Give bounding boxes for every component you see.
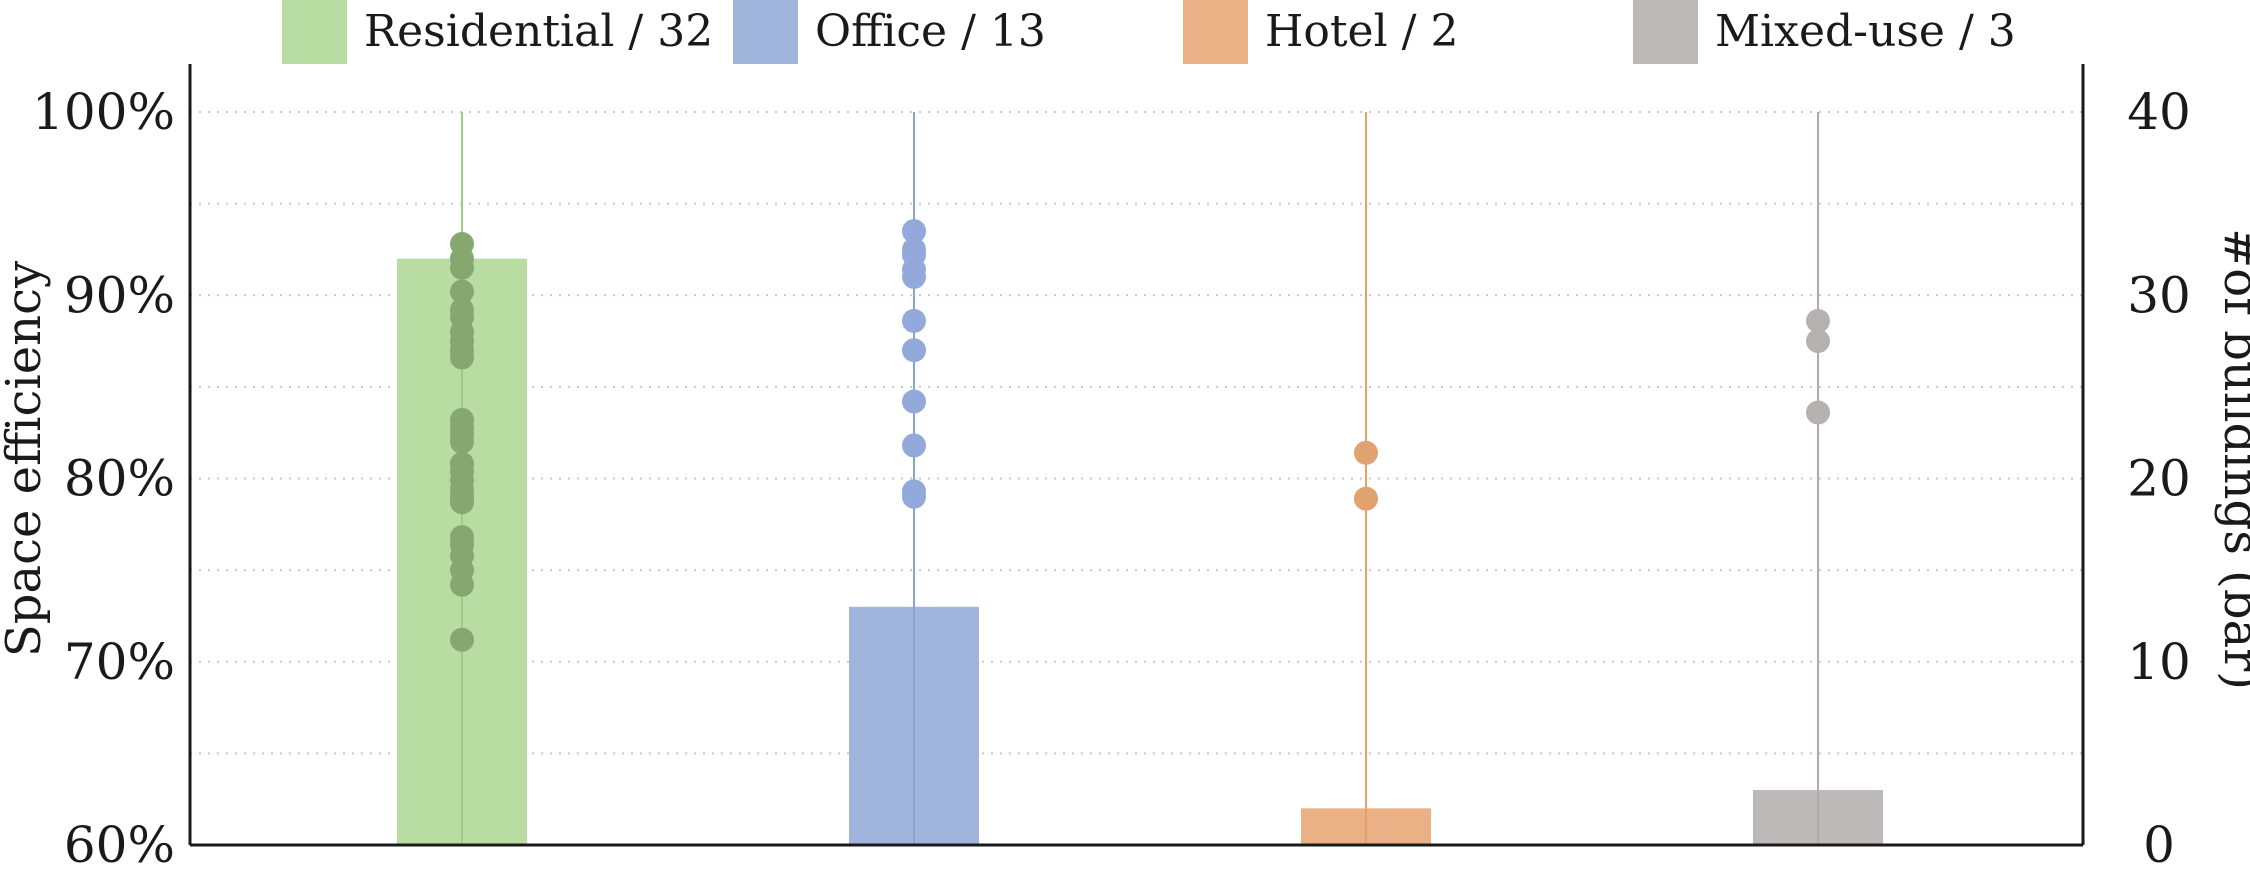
right-axis-ticks: 0 10 20 30 40: [2127, 83, 2191, 874]
left-axis-ticks: 60% 70% 80% 90% 100%: [32, 83, 175, 874]
data-point-office: [902, 219, 926, 244]
legend-label: Office / 13: [815, 6, 1046, 57]
left-tick-label: 100%: [32, 83, 175, 141]
left-tick-label: 80%: [64, 450, 175, 508]
left-tick-label: 90%: [64, 266, 175, 324]
right-tick-label: 40: [2127, 83, 2191, 141]
data-point-office: [902, 338, 926, 363]
data-point-office: [902, 484, 926, 509]
legend-label: Residential / 32: [364, 6, 713, 57]
category-stems: [461, 112, 1819, 845]
legend: Residential / 32 Office / 13 Hotel / 2 Mixe…: [282, 0, 2016, 64]
data-point-residential: [450, 255, 474, 280]
bar-series: [397, 258, 1883, 846]
legend-label: Mixed-use / 3: [1715, 6, 2016, 57]
axes: [188, 64, 2085, 847]
data-point-office: [902, 433, 926, 458]
legend-label: Hotel / 2: [1265, 6, 1458, 57]
left-axis-title: Space efficiency: [0, 261, 52, 657]
data-point-hotel: [1354, 440, 1378, 465]
data-point-hotel: [1354, 486, 1378, 511]
data-point-residential: [450, 429, 474, 454]
right-tick-label: 10: [2127, 633, 2191, 691]
right-axis-title: #of buildings (bar): [2213, 228, 2250, 690]
left-tick-label: 70%: [64, 633, 175, 691]
right-tick-label: 20: [2127, 450, 2191, 508]
data-point-office: [902, 264, 926, 289]
right-tick-label: 0: [2143, 816, 2175, 874]
data-point-residential: [450, 345, 474, 370]
data-point-mixed-use: [1806, 329, 1830, 354]
data-point-residential: [450, 279, 474, 304]
legend-swatch: [282, 0, 347, 64]
data-point-office: [902, 389, 926, 414]
data-point-residential: [450, 572, 474, 597]
data-point-residential: [450, 490, 474, 515]
legend-swatch: [733, 0, 798, 64]
left-tick-label: 60%: [64, 816, 175, 874]
legend-swatch: [1183, 0, 1248, 64]
data-point-mixed-use: [1806, 400, 1830, 425]
efficiency-points: [450, 219, 1830, 652]
legend-swatch: [1633, 0, 1698, 64]
data-point-office: [902, 308, 926, 333]
data-point-residential: [450, 627, 474, 652]
data-point-mixed-use: [1806, 308, 1830, 333]
right-tick-label: 30: [2127, 266, 2191, 324]
